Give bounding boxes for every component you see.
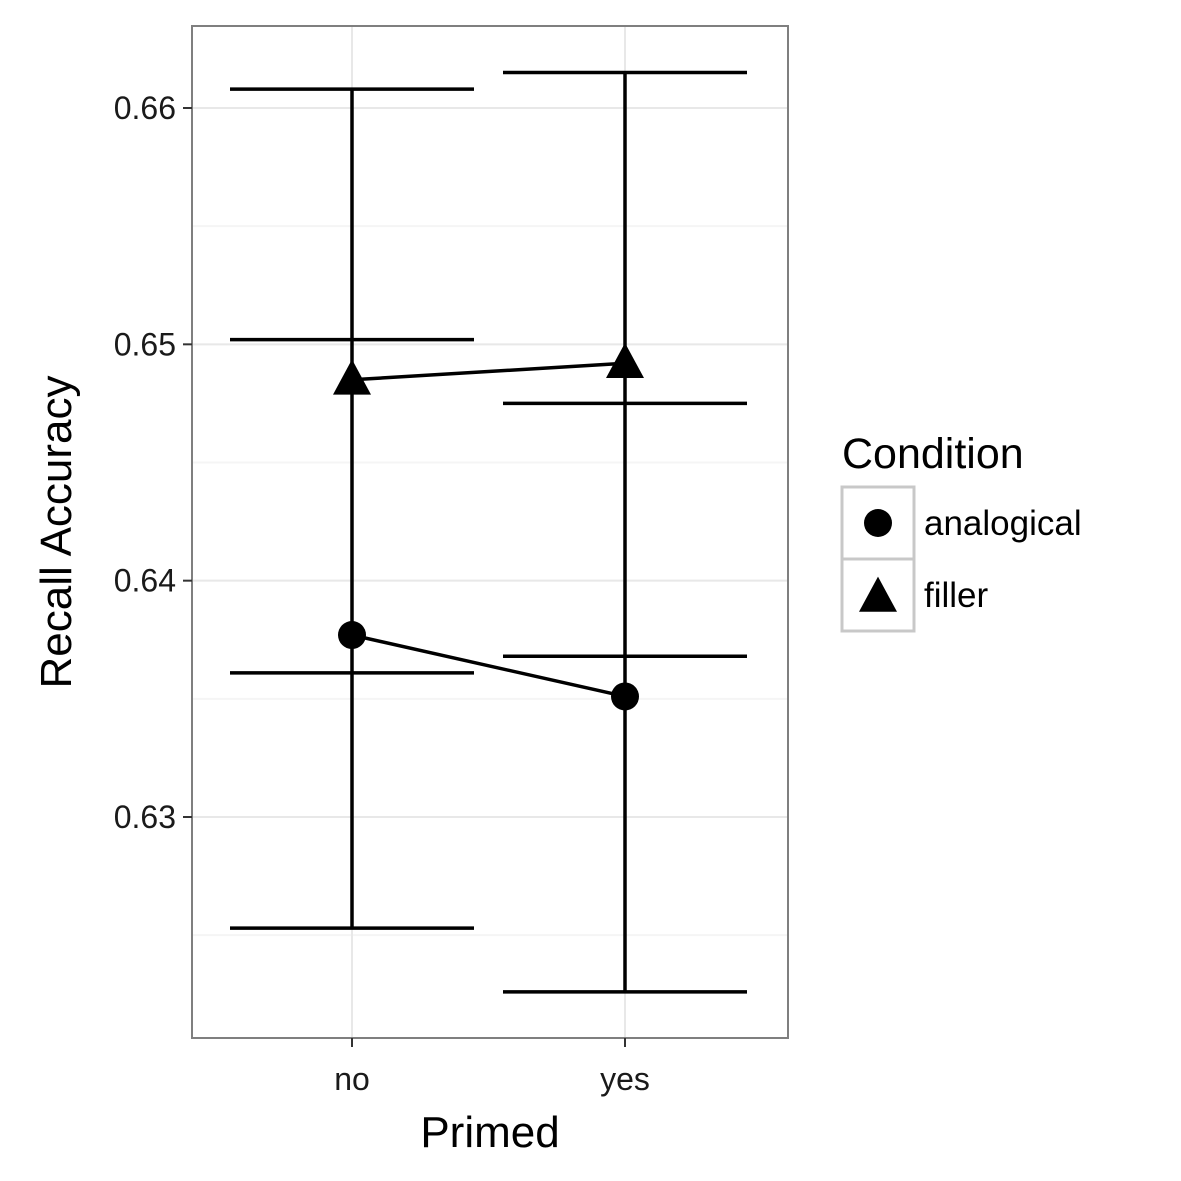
y-tick-label: 0.65 [114,326,176,362]
legend: Condition analogical filler [840,430,1082,633]
error-bar-layer [230,70,747,994]
legend-label-analogical: analogical [924,504,1082,543]
legend-label-filler: filler [924,576,989,615]
data-point-analogical [338,621,366,650]
legend-key-triangle [859,576,897,612]
data-point-filler [606,342,644,379]
y-axis-title: Recall Accuracy [32,375,81,688]
point-layer [333,342,644,711]
y-tick-label: 0.66 [114,90,176,126]
data-point-filler [333,359,371,395]
legend-keys: analogical filler [840,485,1082,633]
axes-layer: 0.63 0.64 0.65 0.66 no yes [114,90,650,1097]
legend-title: Condition [842,430,1024,478]
x-axis-title: Primed [420,1108,559,1157]
legend-key-circle [864,509,892,537]
series-line-analogical [351,633,626,699]
series-line-filler [351,361,626,382]
series-line-layer [351,361,626,699]
plot-panel-border [191,25,789,1039]
data-point-analogical [611,682,639,711]
y-tick-label: 0.63 [114,799,176,835]
grid-layer [192,26,788,1038]
y-tick-label: 0.64 [114,563,176,599]
x-tick-label: yes [600,1061,650,1097]
x-tick-label: no [334,1061,370,1097]
